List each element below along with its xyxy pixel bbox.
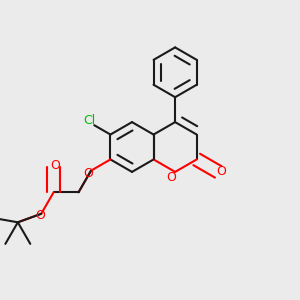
Text: O: O [166,171,176,184]
Text: O: O [84,167,94,180]
Text: O: O [216,165,226,178]
Text: O: O [50,159,60,172]
Text: Cl: Cl [83,114,96,128]
Text: O: O [36,209,46,222]
